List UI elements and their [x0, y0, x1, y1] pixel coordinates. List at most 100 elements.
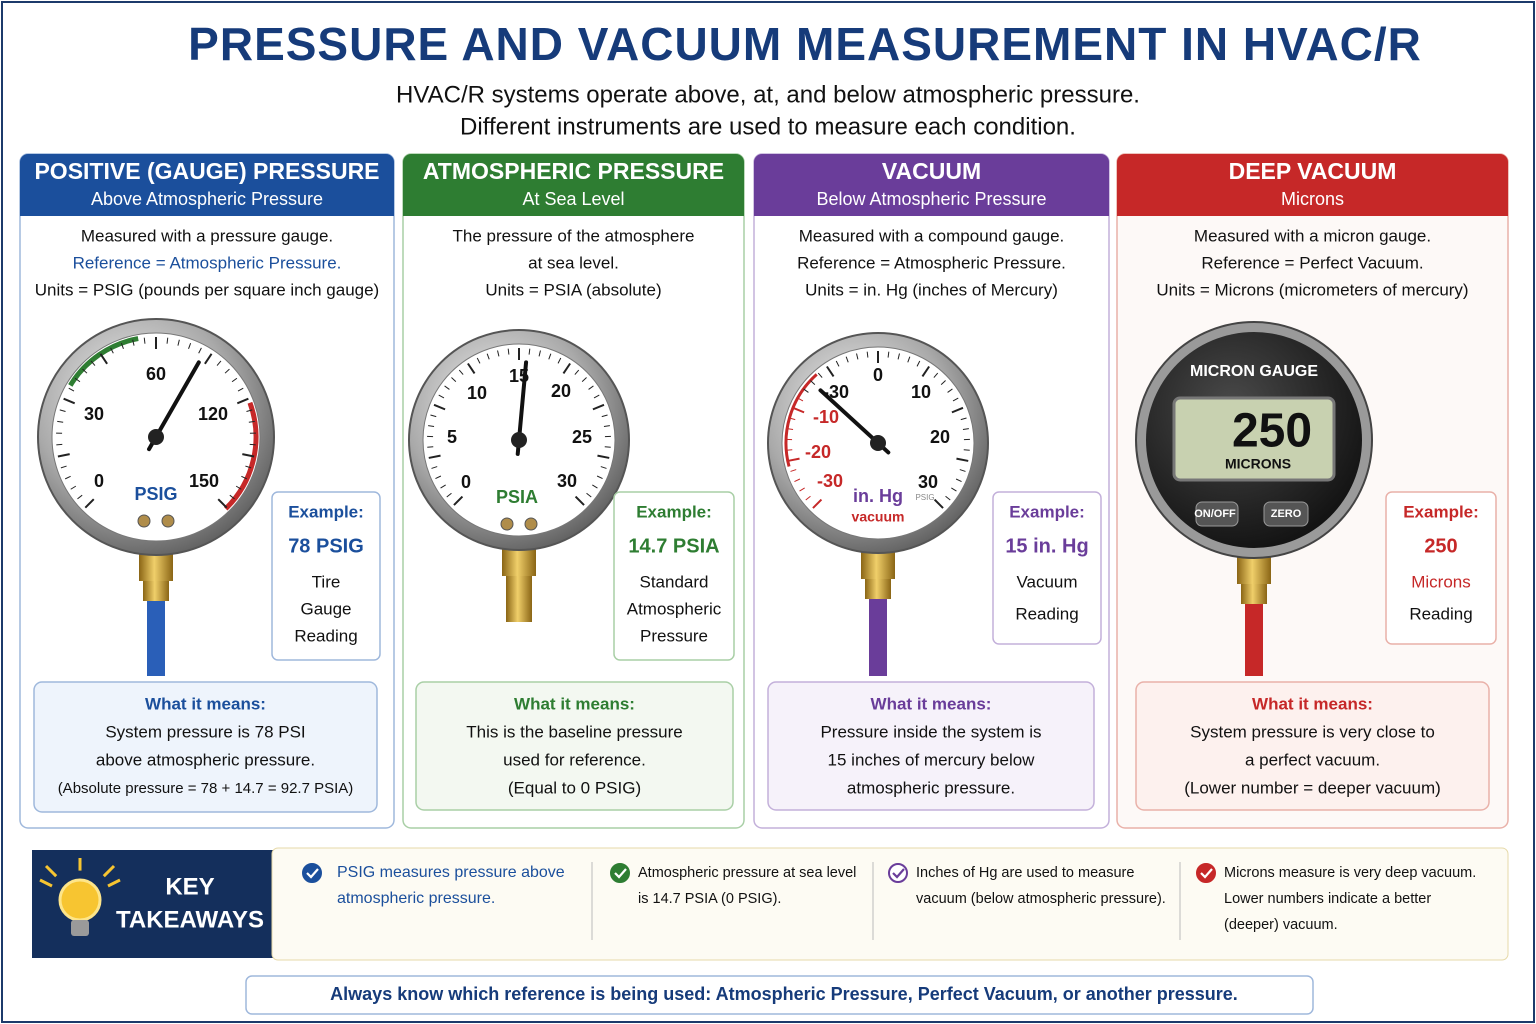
meaning-box — [415, 681, 734, 811]
dial-tick — [235, 485, 242, 490]
description-line: Units = PSIA (absolute) — [485, 280, 661, 299]
dial-label: 150 — [189, 471, 219, 491]
dial-tick — [956, 457, 969, 462]
dial-label: 30 — [84, 404, 104, 424]
check-mark — [306, 868, 319, 879]
dial-tick — [959, 469, 966, 472]
bulb-ray — [44, 864, 58, 878]
dial-tick — [596, 475, 603, 479]
example-value: 78 PSIG — [288, 535, 364, 557]
meaning-heading: What it means: — [514, 694, 635, 713]
screw — [137, 514, 151, 528]
dial-tick — [787, 457, 800, 462]
dial-tick — [600, 466, 607, 469]
lcd-screen — [1172, 396, 1336, 482]
meaning-line: (Equal to 0 PSIG) — [508, 778, 641, 797]
lcd-reading: 250 — [1232, 405, 1312, 458]
dial-tick — [57, 453, 70, 458]
button-label: ZERO — [1271, 508, 1302, 520]
dial-tick — [574, 495, 585, 506]
description-line: Reference = Atmospheric Pressure. — [797, 253, 1066, 272]
bulb-ray — [39, 878, 53, 888]
footer-box — [245, 975, 1314, 1015]
check-icon — [610, 863, 630, 883]
meaning-line: System pressure is very close to — [1190, 722, 1435, 741]
dial-tick — [486, 353, 490, 360]
dial-tick — [799, 487, 805, 492]
meaning-line: System pressure is 78 PSI — [105, 722, 305, 741]
dial-tick — [962, 428, 969, 431]
dial-tick — [803, 388, 809, 393]
dial-tick — [933, 372, 939, 378]
takeaway-line: Microns measure is very deep vacuum. — [1224, 865, 1476, 881]
dial-tick — [440, 484, 446, 489]
example-box — [1385, 491, 1497, 645]
takeaway-line: vacuum (below atmospheric pressure). — [916, 891, 1166, 907]
dial-tick — [947, 388, 953, 393]
dial-label: 30 — [557, 471, 577, 491]
dial-tick — [586, 492, 592, 498]
dial-tick — [229, 494, 235, 500]
dial-tick — [216, 360, 222, 366]
takeaway-line: PSIG measures pressure above — [337, 864, 565, 881]
dial-tick — [242, 453, 255, 458]
dial-tick — [538, 350, 541, 357]
dial-tick — [817, 372, 823, 378]
takeaways-heading: KEY — [165, 873, 214, 900]
example-box — [613, 491, 735, 661]
dial-tick — [887, 351, 890, 358]
bulb-icon — [58, 878, 102, 922]
meaning-line: This is the baseline pressure — [466, 722, 682, 741]
device-button — [1263, 501, 1309, 527]
needle-hub — [870, 435, 886, 451]
description-line: Reference = Atmospheric Pressure. — [73, 253, 342, 272]
dial-tick — [588, 385, 594, 390]
dial-tick — [241, 475, 248, 480]
meaning-line: 15 inches of mercury below — [828, 750, 1036, 769]
dial-tick — [945, 495, 951, 501]
dial-tick — [77, 494, 83, 500]
meaning-heading: What it means: — [1252, 694, 1373, 713]
description-line: Measured with a compound gauge. — [799, 226, 1065, 245]
takeaways-heading: TAKEAWAYS — [116, 906, 264, 933]
dial-tick — [921, 365, 930, 378]
example-caption: Reading — [1015, 604, 1078, 623]
footer-text: Always know which reference is being use… — [330, 984, 1238, 1004]
dial-label: 25 — [572, 427, 592, 447]
dial-label: -30 — [817, 471, 843, 491]
dial-tick — [110, 347, 114, 354]
dial-label: -20 — [805, 442, 831, 462]
dial-tick — [177, 339, 180, 346]
dial-tick — [428, 454, 441, 459]
dial-tick — [856, 353, 859, 360]
example-value: 15 in. Hg — [1005, 535, 1088, 557]
dial-tick — [431, 466, 438, 469]
dial-tick — [562, 362, 571, 375]
dial-tick — [797, 397, 804, 402]
meaning-line: used for reference. — [503, 750, 646, 769]
check-mark — [1200, 868, 1213, 879]
dial-tick — [897, 353, 900, 360]
meaning-line: above atmospheric pressure. — [96, 750, 315, 769]
panel-header — [403, 200, 744, 216]
panel-header — [754, 200, 1109, 216]
takeaway-line: Inches of Hg are used to measure — [916, 865, 1134, 881]
panel-title: DEEP VACUUM — [1229, 158, 1397, 184]
dial-tick — [792, 406, 805, 414]
screw — [500, 517, 514, 531]
dial-tick — [593, 394, 600, 399]
dial-tick — [188, 343, 192, 349]
dial-tick — [907, 356, 911, 363]
takeaway-line: Atmospheric pressure at sea level — [638, 865, 856, 881]
example-heading: Example: — [1009, 502, 1085, 521]
dial-label: -10 — [813, 407, 839, 427]
dial-tick — [63, 397, 76, 405]
dial-tick — [790, 469, 797, 472]
dial-label: 120 — [198, 404, 228, 424]
dial-tick — [497, 350, 500, 357]
dial-tick — [446, 492, 452, 498]
example-caption: Microns — [1411, 572, 1471, 591]
panel-subtitle: Above Atmospheric Pressure — [91, 189, 323, 209]
dial-tick — [82, 368, 88, 374]
